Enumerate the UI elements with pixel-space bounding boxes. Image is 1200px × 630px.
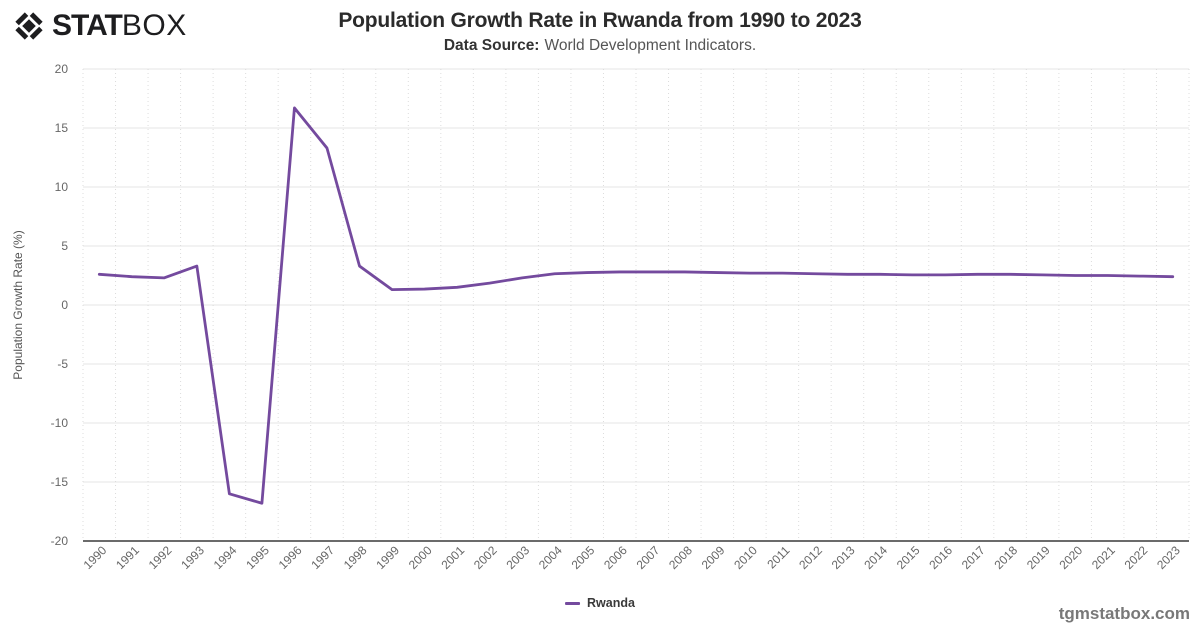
x-tick-label: 1990 (81, 543, 110, 572)
y-tick-label: 10 (55, 180, 69, 194)
statbox-diamond-icon (15, 12, 43, 40)
header: STATBOX Population Growth Rate in Rwanda… (0, 0, 1200, 58)
x-tick-label: 2021 (1089, 543, 1118, 572)
y-tick-label: 20 (55, 62, 69, 76)
x-tick-label: 1995 (243, 543, 272, 572)
chart-subtitle: Data Source: World Development Indicators… (180, 37, 1020, 55)
watermark-url: tgmstatbox.com (1058, 604, 1190, 623)
x-tick-label: 2020 (1056, 543, 1085, 572)
x-tick-label: 1998 (341, 543, 370, 572)
y-tick-label: -15 (51, 475, 69, 489)
legend-line-swatch (565, 601, 581, 605)
x-tick-label: 2019 (1024, 543, 1053, 572)
x-tick-label: 2018 (991, 543, 1020, 572)
x-tick-label: 1991 (113, 543, 142, 572)
y-tick-label: 15 (55, 121, 69, 135)
x-tick-label: 2010 (731, 543, 760, 572)
logo-text-stat: STAT (52, 9, 123, 42)
data-source-label: Data Source: (443, 37, 540, 54)
logo-text-box: BOX (121, 9, 187, 42)
x-tick-label: 2002 (471, 543, 500, 572)
x-tick-label: 2016 (926, 543, 955, 572)
x-tick-label: 1993 (178, 543, 207, 572)
x-tick-label: 2001 (438, 543, 467, 572)
x-tick-label: 2003 (503, 543, 532, 572)
x-tick-label: 2006 (601, 543, 630, 572)
y-tick-label: 0 (61, 298, 68, 312)
y-tick-label: -20 (51, 534, 69, 548)
y-axis-title: Population Growth Rate (%) (11, 230, 25, 379)
data-source-value: World Development Indicators. (544, 37, 757, 54)
x-tick-label: 2017 (959, 543, 988, 572)
x-tick-label: 1992 (146, 543, 175, 572)
x-tick-label: 2008 (666, 543, 695, 572)
x-tick-label: 1996 (276, 543, 305, 572)
page-title: Population Growth Rate in Rwanda from 19… (338, 9, 862, 32)
series-line-rwanda[interactable] (97, 106, 1175, 505)
legend-item-rwanda[interactable]: Rwanda (565, 596, 635, 610)
x-tick-label: 2007 (634, 543, 663, 572)
x-tick-label: 2005 (569, 543, 598, 572)
title-block: Population Growth Rate in Rwanda from 19… (180, 0, 1020, 55)
x-tick-label: 2004 (536, 543, 565, 572)
x-tick-label: 2015 (894, 543, 923, 572)
x-tick-label: 2000 (406, 543, 435, 572)
legend-label: Rwanda (587, 596, 635, 610)
x-tick-label: 2013 (829, 543, 858, 572)
y-tick-label: 5 (61, 239, 68, 253)
y-tick-label: -10 (51, 416, 69, 430)
x-tick-label: 2012 (796, 543, 825, 572)
x-tick-label: 2014 (861, 543, 890, 572)
x-tick-label: 1999 (373, 543, 402, 572)
x-tick-label: 2023 (1154, 543, 1183, 572)
x-tick-label: 2022 (1122, 543, 1151, 572)
statbox-logo: STATBOX (12, 9, 187, 43)
x-tick-label: 2009 (699, 543, 728, 572)
x-tick-label: 1997 (308, 543, 337, 572)
y-tick-label: -5 (57, 357, 68, 371)
x-tick-label: 2011 (764, 543, 792, 571)
logo-wordmark: STATBOX (52, 9, 187, 43)
x-tick-label: 1994 (211, 543, 240, 572)
